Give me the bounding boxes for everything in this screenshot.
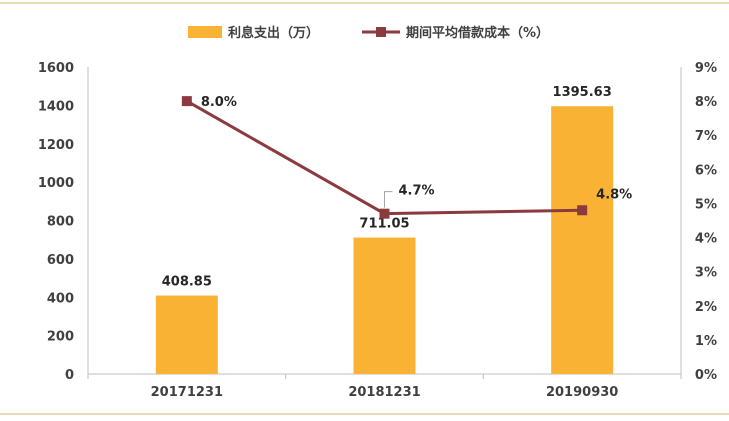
left-tick-label: 0 bbox=[65, 368, 74, 383]
bar-data-label: 711.05 bbox=[359, 217, 409, 232]
bar bbox=[353, 237, 416, 374]
legend-line-marker bbox=[376, 27, 386, 37]
left-tick-label: 400 bbox=[47, 291, 74, 306]
right-axis-ticks: 0% 1% 2% 3% 4% 5% 6% 7% 8% 9% bbox=[695, 61, 717, 383]
right-tick-label: 3% bbox=[695, 266, 717, 281]
line-point bbox=[379, 208, 390, 219]
x-tick-label: 20181231 bbox=[348, 385, 420, 400]
left-tick-label: 200 bbox=[47, 330, 74, 345]
line-series bbox=[181, 96, 588, 219]
x-tick-label: 20171231 bbox=[151, 385, 223, 400]
left-tick-label: 1400 bbox=[38, 99, 74, 114]
right-tick-label: 7% bbox=[695, 129, 717, 144]
left-axis-ticks: 0 200 400 600 800 1000 1200 1400 1600 bbox=[38, 61, 74, 383]
bar-data-label: 1395.63 bbox=[553, 85, 612, 100]
line-label-leader bbox=[384, 191, 393, 208]
right-tick-label: 5% bbox=[695, 197, 717, 212]
right-tick-label: 6% bbox=[695, 163, 717, 178]
bar bbox=[551, 106, 614, 374]
right-tick-label: 2% bbox=[695, 300, 717, 315]
legend-bar-label: 利息支出（万） bbox=[228, 25, 319, 41]
line-point bbox=[181, 96, 192, 107]
bar-data-label: 408.85 bbox=[162, 275, 212, 290]
right-tick-label: 9% bbox=[695, 61, 717, 76]
line-point bbox=[577, 205, 588, 216]
line-data-labels: 8.0% 4.7% 4.8% bbox=[201, 95, 632, 208]
bar-data-labels: 408.85 711.05 1395.63 bbox=[162, 85, 612, 289]
left-tick-label: 1000 bbox=[38, 176, 74, 191]
right-tick-label: 1% bbox=[695, 334, 717, 349]
bar-series bbox=[155, 106, 614, 374]
left-tick-label: 800 bbox=[47, 215, 74, 230]
line-data-label: 8.0% bbox=[201, 95, 237, 110]
right-tick-label: 8% bbox=[695, 95, 717, 110]
bar bbox=[155, 295, 218, 374]
legend: 利息支出（万） 期间平均借款成本（%） bbox=[188, 25, 549, 41]
legend-line-label: 期间平均借款成本（%） bbox=[406, 25, 549, 41]
right-tick-label: 4% bbox=[695, 232, 717, 247]
line-data-label: 4.7% bbox=[399, 184, 435, 199]
legend-bar-swatch bbox=[188, 26, 222, 38]
left-tick-label: 1600 bbox=[38, 61, 74, 76]
left-tick-label: 600 bbox=[47, 253, 74, 268]
left-tick-label: 1200 bbox=[38, 138, 74, 153]
right-tick-label: 0% bbox=[695, 368, 717, 383]
line-data-label: 4.8% bbox=[596, 187, 632, 202]
x-tick-label: 20190930 bbox=[546, 385, 618, 400]
x-axis-ticks: 20171231 20181231 20190930 bbox=[87, 374, 682, 400]
